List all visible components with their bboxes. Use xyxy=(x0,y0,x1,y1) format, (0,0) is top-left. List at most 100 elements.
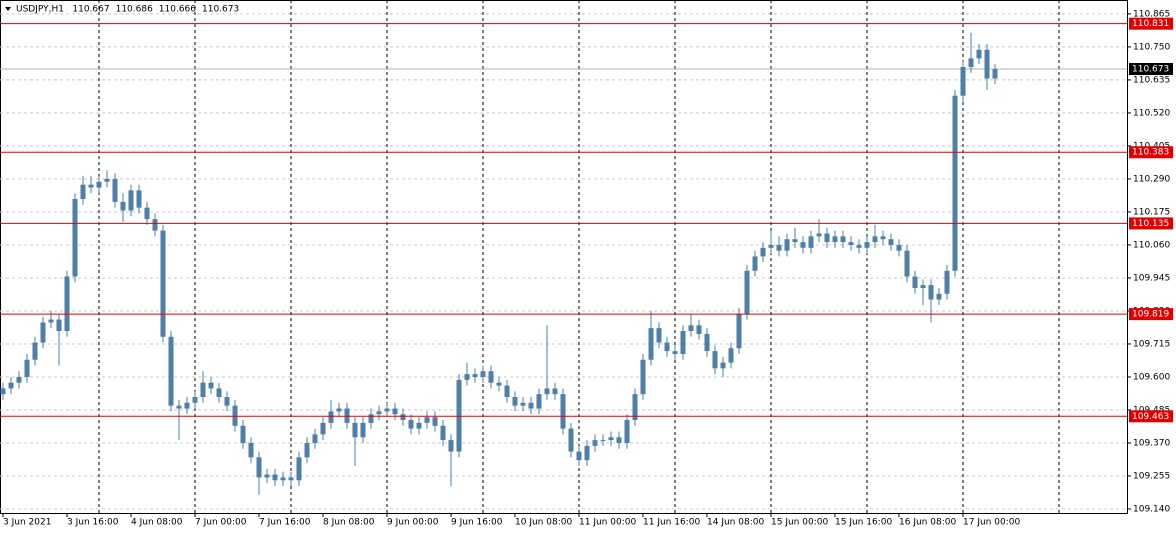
candle-body xyxy=(104,178,110,182)
candle-body xyxy=(0,388,6,395)
x-tick-label: 7 Jun 16:00 xyxy=(259,518,311,528)
candle-body xyxy=(952,95,958,271)
y-tick-label: 109.600 xyxy=(1133,372,1170,382)
candle-body xyxy=(888,239,894,245)
candle-body xyxy=(904,250,910,277)
candle-body xyxy=(328,411,334,423)
candle-body xyxy=(168,336,174,406)
candle-body xyxy=(672,351,678,355)
candle-body xyxy=(536,394,542,409)
candle-body xyxy=(856,244,862,248)
candle-body xyxy=(440,425,446,441)
level-label: 110.135 xyxy=(1132,219,1169,229)
candle-body xyxy=(976,49,982,59)
candle-body xyxy=(456,379,462,452)
candle-body xyxy=(608,437,614,441)
candle-body xyxy=(984,49,990,79)
candle-body xyxy=(424,417,430,423)
x-tick-label: 9 Jun 16:00 xyxy=(451,518,503,528)
candle-body xyxy=(848,242,854,245)
candle-body xyxy=(160,230,166,337)
x-tick-label: 17 Jun 00:00 xyxy=(963,518,1020,528)
candle-body xyxy=(912,276,918,288)
candle-body xyxy=(936,293,942,300)
y-tick-label: 110.060 xyxy=(1133,240,1170,250)
candle-body xyxy=(360,422,366,438)
candle-body xyxy=(832,236,838,243)
candle-body xyxy=(448,440,454,452)
y-tick-label: 110.635 xyxy=(1133,75,1170,85)
candle-body xyxy=(56,319,62,332)
candle-body xyxy=(752,256,758,271)
menu-arrow[interactable] xyxy=(5,7,11,11)
candle-body xyxy=(784,239,790,251)
candle-body xyxy=(896,244,902,251)
candle-body xyxy=(208,382,214,389)
y-tick-label: 110.750 xyxy=(1133,42,1170,52)
candle-body xyxy=(176,405,182,409)
header-value: 110.686 xyxy=(116,5,153,15)
candle-body xyxy=(352,422,358,438)
candle-body xyxy=(264,474,270,478)
header-value: 110.666 xyxy=(159,5,196,15)
candle-body xyxy=(704,333,710,352)
x-tick-label: 11 Jun 16:00 xyxy=(643,518,700,528)
x-tick-label: 10 Jun 08:00 xyxy=(515,518,572,528)
last-price-box xyxy=(1129,63,1173,76)
candle-body xyxy=(800,242,806,248)
candle-body xyxy=(64,276,70,332)
candle-body xyxy=(464,374,470,380)
candle-body xyxy=(808,236,814,248)
y-tick-label: 110.175 xyxy=(1133,207,1170,217)
candle-body xyxy=(288,477,294,481)
candle-body xyxy=(8,382,14,389)
y-tick-label: 109.140 xyxy=(1133,504,1170,514)
candle-body xyxy=(816,233,822,237)
candle-body xyxy=(256,457,262,478)
y-tick-label: 109.945 xyxy=(1133,273,1170,283)
candle-body xyxy=(576,451,582,461)
candle-body xyxy=(768,244,774,248)
candle-body xyxy=(512,397,518,406)
candle-body xyxy=(920,285,926,288)
candle-body xyxy=(584,445,590,461)
x-tick-label: 9 Jun 00:00 xyxy=(387,518,439,528)
candle-body xyxy=(200,382,206,398)
candle-body xyxy=(712,351,718,369)
candle-body xyxy=(272,474,278,481)
candle-body xyxy=(144,207,150,220)
candle-body xyxy=(400,414,406,421)
candle-body xyxy=(408,420,414,429)
candle-body xyxy=(312,434,318,443)
candle-body xyxy=(368,414,374,423)
candle-body xyxy=(736,313,742,349)
level-label: 110.383 xyxy=(1132,148,1169,158)
candle-body xyxy=(840,236,846,243)
level-label: 109.463 xyxy=(1132,412,1169,422)
candle-body xyxy=(680,331,686,355)
candle-body xyxy=(744,270,750,314)
candle-body xyxy=(720,362,726,369)
candle-body xyxy=(560,394,566,429)
candle-body xyxy=(248,442,254,458)
y-tick-label: 109.715 xyxy=(1133,339,1170,349)
candle-body xyxy=(968,58,974,68)
candle-body xyxy=(504,385,510,398)
level-label: 109.819 xyxy=(1132,310,1169,320)
candle-body xyxy=(552,388,558,395)
candle-body xyxy=(72,199,78,277)
candle-body xyxy=(88,184,94,188)
candle-body xyxy=(872,236,878,243)
candle-body xyxy=(40,322,46,343)
candle-body xyxy=(472,374,478,377)
candle-body xyxy=(600,440,606,442)
candle-body xyxy=(216,388,222,398)
candle-body xyxy=(520,402,526,406)
candle-body xyxy=(656,328,662,343)
candle-body xyxy=(880,236,886,240)
x-tick-label: 3 Jun 2021 xyxy=(3,518,51,528)
level-label-box xyxy=(1129,410,1173,423)
candle-body xyxy=(616,437,622,443)
y-tick-label: 110.290 xyxy=(1133,174,1170,184)
candle-body xyxy=(864,242,870,248)
